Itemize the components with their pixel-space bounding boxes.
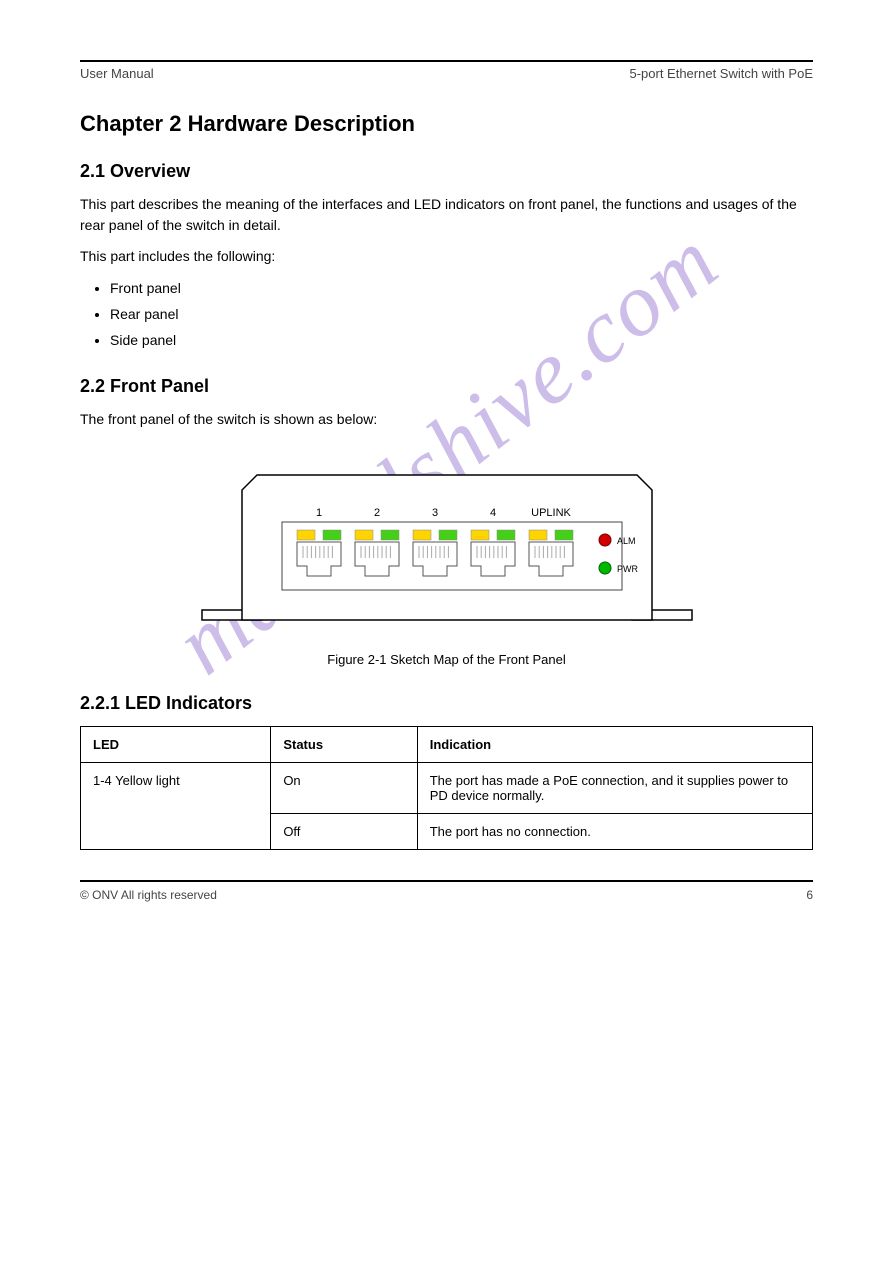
alm-label: ALM (617, 536, 636, 546)
port-led-green (323, 530, 341, 540)
table-header: Indication (417, 727, 812, 763)
alm-led-icon (599, 534, 611, 546)
chapter-title: Chapter 2 Hardware Description (80, 111, 813, 137)
port-led-yellow (297, 530, 315, 540)
header-left: User Manual (80, 66, 154, 81)
port-led-green (555, 530, 573, 540)
port-label: 3 (431, 507, 437, 519)
port-led-green (381, 530, 399, 540)
pwr-label: PWR (617, 564, 638, 574)
port-led-green (497, 530, 515, 540)
port-label: UPLINK (531, 507, 571, 519)
table-cell: Off (271, 814, 417, 850)
table-header: LED (81, 727, 271, 763)
table-cell: The port has made a PoE connection, and … (417, 763, 812, 814)
footer-page: 6 (806, 888, 813, 902)
table-cell: The port has no connection. (417, 814, 812, 850)
list-item: Front panel (110, 277, 813, 301)
port-led-yellow (355, 530, 373, 540)
figure-device: 1 2 3 4 UPLINK ALM PWR (197, 460, 697, 640)
pwr-led-icon (599, 562, 611, 574)
overview-p2: This part includes the following: (80, 246, 813, 267)
port-label: 1 (315, 507, 321, 519)
port-label: 2 (373, 507, 379, 519)
led-table: LED Status Indication 1-4 Yellow light O… (80, 726, 813, 850)
list-item: Side panel (110, 329, 813, 353)
port-label: 4 (489, 507, 495, 519)
table-cell: On (271, 763, 417, 814)
port-led-yellow (529, 530, 547, 540)
table-header: Status (271, 727, 417, 763)
overview-list: Front panel Rear panel Side panel (110, 277, 813, 352)
section-led-title: 2.2.1 LED Indicators (80, 693, 813, 714)
table-row: 1-4 Yellow light On The port has made a … (81, 763, 813, 814)
table-cell: 1-4 Yellow light (81, 763, 271, 850)
header-right: 5-port Ethernet Switch with PoE (629, 66, 813, 81)
section-overview-title: 2.1 Overview (80, 161, 813, 182)
port-led-yellow (413, 530, 431, 540)
footer-left: © ONV All rights reserved (80, 888, 217, 902)
front-p1: The front panel of the switch is shown a… (80, 409, 813, 430)
list-item: Rear panel (110, 303, 813, 327)
port-led-yellow (471, 530, 489, 540)
section-front-title: 2.2 Front Panel (80, 376, 813, 397)
overview-p1: This part describes the meaning of the i… (80, 194, 813, 236)
port-led-green (439, 530, 457, 540)
device-diagram: 1 2 3 4 UPLINK ALM PWR (197, 460, 697, 640)
figure-caption: Figure 2-1 Sketch Map of the Front Panel (80, 652, 813, 667)
